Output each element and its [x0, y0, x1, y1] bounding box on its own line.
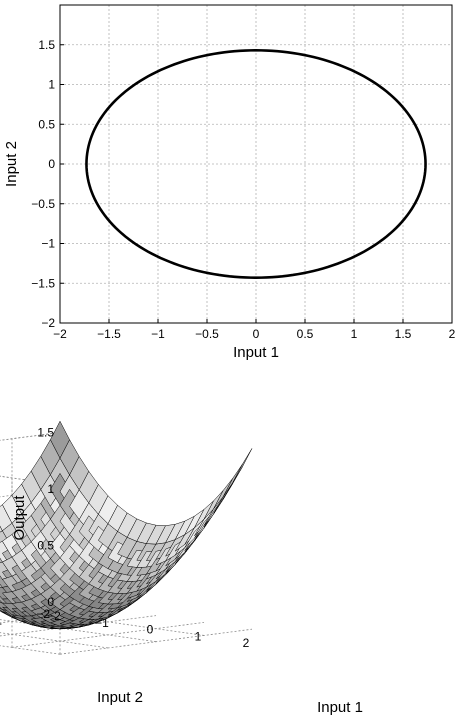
plot1-series [85, 49, 427, 279]
plot2-xlabel: Input 1 [317, 699, 363, 716]
plot2-xtick-label: 2 [243, 636, 250, 650]
plot1-grid [60, 5, 452, 323]
plot2-ztick-label: 1 [47, 482, 54, 496]
plot2-ztick-label: 0 [47, 595, 54, 609]
surface-patch [222, 464, 243, 497]
plot2-ygrid [0, 632, 109, 649]
plot2-zgrid [0, 645, 61, 655]
plot1-ylabel: Input 2 [3, 141, 20, 187]
plot1-ytick-label: −1.5 [31, 276, 55, 290]
plot1-xtick-label: −0.5 [195, 327, 219, 341]
surface-patch [232, 448, 253, 483]
plot1-xtick-label: 0.5 [297, 327, 314, 341]
plot2-xtick-label: −1 [95, 616, 109, 630]
plot1-xlabel: Input 1 [233, 344, 279, 361]
plot1-xtick-label: 1.5 [395, 327, 412, 341]
plot2-zlabel: Output [11, 495, 28, 541]
plot1-ytick-label: −1 [41, 237, 55, 251]
plot2-ztick-label: 0.5 [37, 539, 54, 553]
plot1-ytick-label: −2 [41, 316, 55, 330]
plot2-zgrid [0, 432, 61, 441]
plot2-surface [0, 420, 253, 630]
plot2-ytick-label: −1 [0, 613, 2, 627]
surface-patch [213, 478, 234, 510]
plot2-xtick-label: −2 [47, 609, 61, 623]
plot2-ytick-label: −2 [36, 607, 50, 621]
plot2-xtick-label: 1 [195, 629, 202, 643]
plot1-ytick-label: −0.5 [31, 197, 55, 211]
plot1-xtick-label: −1 [151, 327, 165, 341]
plot2-xgrid [11, 622, 205, 648]
plot1-ytick-label: 0.5 [38, 117, 55, 131]
plot1-ticks: −2 −1.5 −1 −0.5 0 0.5 1 1.5 2 −2 −1.5 −1 −0.5 0 0.5 1 1.… [31, 38, 455, 341]
plot1-xtick-label: 0 [253, 327, 260, 341]
plot1-xtick-label: −1.5 [97, 327, 121, 341]
plot2-xtick-label: 0 [147, 623, 154, 637]
plot2-ylabel: Input 2 [97, 689, 143, 706]
plot1-xtick-label: −2 [53, 327, 67, 341]
plot1-xtick-label: 1 [351, 327, 358, 341]
ellipse-curve [85, 49, 427, 279]
plot1-ytick-label: 1.5 [38, 38, 55, 52]
plot1-xtick-label: 2 [449, 327, 456, 341]
plot1-ytick-label: 0 [48, 157, 55, 171]
plot2-ztick-label: 1.5 [37, 426, 54, 440]
plot1-ytick-label: 1 [48, 78, 55, 92]
ellipse-chart: −2 −1.5 −1 −0.5 0 0.5 1 1.5 2 −2 −1.5 −1 −0.5 0 0.5 1 1.… [3, 4, 456, 361]
surface-patch [203, 490, 224, 520]
